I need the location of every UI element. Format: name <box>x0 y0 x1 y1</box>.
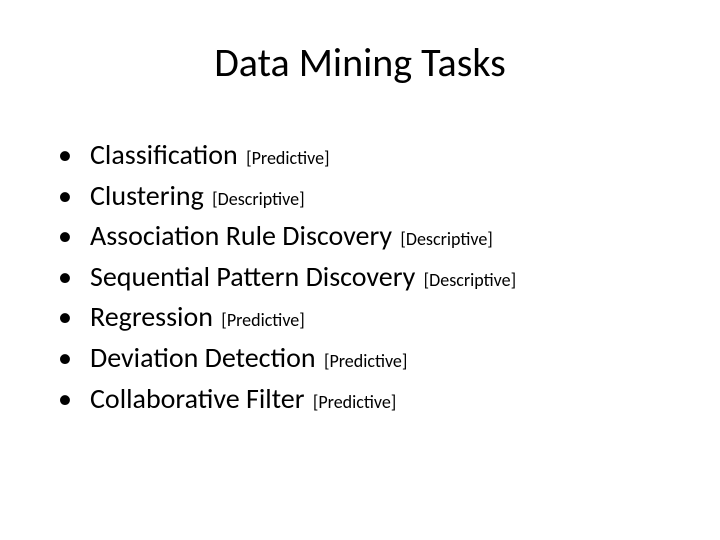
task-annotation: [Descriptive] <box>400 228 492 250</box>
task-annotation: [Descriptive] <box>424 269 516 291</box>
task-name: Deviation Detection <box>90 340 316 375</box>
task-name: Sequential Pattern Discovery <box>90 259 415 294</box>
task-name: Classification <box>90 137 238 172</box>
list-item: Deviation Detection [Predictive] <box>58 338 680 379</box>
bullet-list: Classification [Predictive] Clustering [… <box>40 135 680 419</box>
list-item: Sequential Pattern Discovery [Descriptiv… <box>58 257 680 298</box>
list-item: Regression [Predictive] <box>58 297 680 338</box>
task-name: Association Rule Discovery <box>90 218 392 253</box>
list-item: Clustering [Descriptive] <box>58 176 680 217</box>
task-annotation: [Predictive] <box>246 147 329 169</box>
task-name: Collaborative Filter <box>90 381 305 416</box>
list-item: Classification [Predictive] <box>58 135 680 176</box>
slide-container: Data Mining Tasks Classification [Predic… <box>0 0 720 540</box>
task-annotation: [Predictive] <box>324 350 407 372</box>
task-name: Regression <box>90 299 213 334</box>
list-item: Collaborative Filter [Predictive] <box>58 379 680 420</box>
slide-title: Data Mining Tasks <box>40 38 680 87</box>
task-annotation: [Predictive] <box>313 391 396 413</box>
task-annotation: [Descriptive] <box>212 188 304 210</box>
task-name: Clustering <box>90 178 204 213</box>
task-annotation: [Predictive] <box>221 309 304 331</box>
list-item: Association Rule Discovery [Descriptive] <box>58 216 680 257</box>
